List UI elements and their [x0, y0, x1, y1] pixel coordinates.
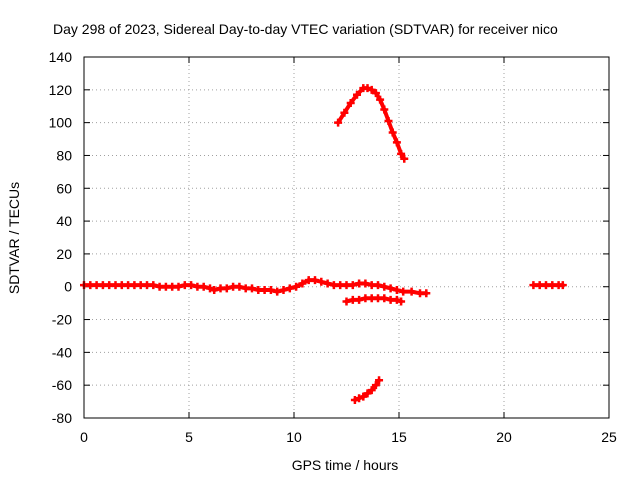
data-point — [386, 284, 395, 293]
y-tick-label: 60 — [56, 180, 72, 196]
data-point — [149, 281, 158, 290]
data-point — [285, 284, 294, 293]
data-point — [222, 284, 231, 293]
y-tick-label: -80 — [52, 410, 72, 426]
y-tick-label: 80 — [56, 147, 72, 163]
x-axis-label: GPS time / hours — [292, 457, 399, 473]
data-point — [392, 138, 401, 147]
data-point — [380, 294, 389, 303]
y-tick-label: -60 — [52, 377, 72, 393]
data-point — [375, 376, 384, 385]
data-point — [346, 98, 355, 107]
data-point — [371, 89, 380, 98]
data-point — [279, 286, 288, 295]
data-point — [206, 284, 214, 293]
data-point — [348, 281, 357, 290]
data-point — [380, 282, 389, 291]
data-point — [340, 108, 349, 117]
data-point — [392, 295, 401, 304]
data-point — [367, 85, 376, 94]
y-tick-label: 140 — [49, 49, 73, 65]
data-point — [397, 297, 406, 306]
y-tick-label: 40 — [56, 213, 72, 229]
data-point — [355, 295, 364, 304]
data-point — [400, 154, 409, 163]
data-point — [376, 95, 385, 104]
data-point — [363, 389, 372, 398]
chart-title: Day 298 of 2023, Sidereal Day-to-day VTE… — [53, 21, 558, 37]
data-point — [311, 276, 319, 285]
x-tick-label: 15 — [391, 429, 407, 445]
y-tick-label: 0 — [64, 279, 72, 295]
data-point — [392, 286, 401, 295]
data-point — [292, 282, 301, 291]
data-point — [210, 286, 219, 295]
x-tick-label: 10 — [286, 429, 302, 445]
data-point — [359, 392, 368, 401]
data-point — [298, 279, 307, 288]
grid-lines — [83, 56, 610, 419]
y-tick-label: 100 — [49, 115, 73, 131]
data-point — [363, 84, 372, 93]
data-point — [353, 90, 361, 99]
x-tick-label: 20 — [496, 429, 512, 445]
data-point — [384, 116, 393, 125]
data-point — [367, 386, 376, 395]
y-axis-label: SDTVAR / TECUs — [6, 182, 22, 294]
data-point — [334, 118, 343, 127]
data-point — [273, 287, 282, 296]
data-point — [374, 281, 382, 290]
data-point — [361, 279, 370, 288]
data-point — [174, 282, 183, 291]
data-point — [350, 395, 359, 404]
x-tick-label: 25 — [601, 429, 617, 445]
data-points — [80, 84, 567, 404]
data-point — [380, 105, 389, 114]
data-point — [558, 281, 567, 290]
y-tick-label: -40 — [52, 344, 72, 360]
data-point — [235, 282, 244, 291]
plot-frame — [83, 56, 610, 419]
data-point — [388, 128, 397, 137]
data-point — [422, 289, 431, 298]
data-point — [323, 279, 332, 288]
data-point — [397, 149, 406, 158]
data-point — [248, 284, 256, 293]
y-tick-label: 120 — [49, 82, 73, 98]
y-tick-label: 20 — [56, 246, 72, 262]
data-point — [317, 277, 326, 286]
data-point — [407, 287, 416, 296]
y-tick-label: -20 — [52, 312, 72, 328]
data-point — [266, 286, 275, 295]
tick-labels: 0 5 10 15 20 25 -80 -60 -40 -20 0 20 40 60 80 100 120 140 — [49, 49, 617, 445]
x-tick-label: 5 — [185, 429, 193, 445]
data-point — [342, 297, 351, 306]
data-point — [399, 287, 408, 296]
data-point — [355, 394, 364, 403]
data-point — [371, 381, 380, 390]
data-point — [187, 281, 196, 290]
data-point — [199, 282, 208, 291]
x-tick-label: 0 — [80, 429, 88, 445]
